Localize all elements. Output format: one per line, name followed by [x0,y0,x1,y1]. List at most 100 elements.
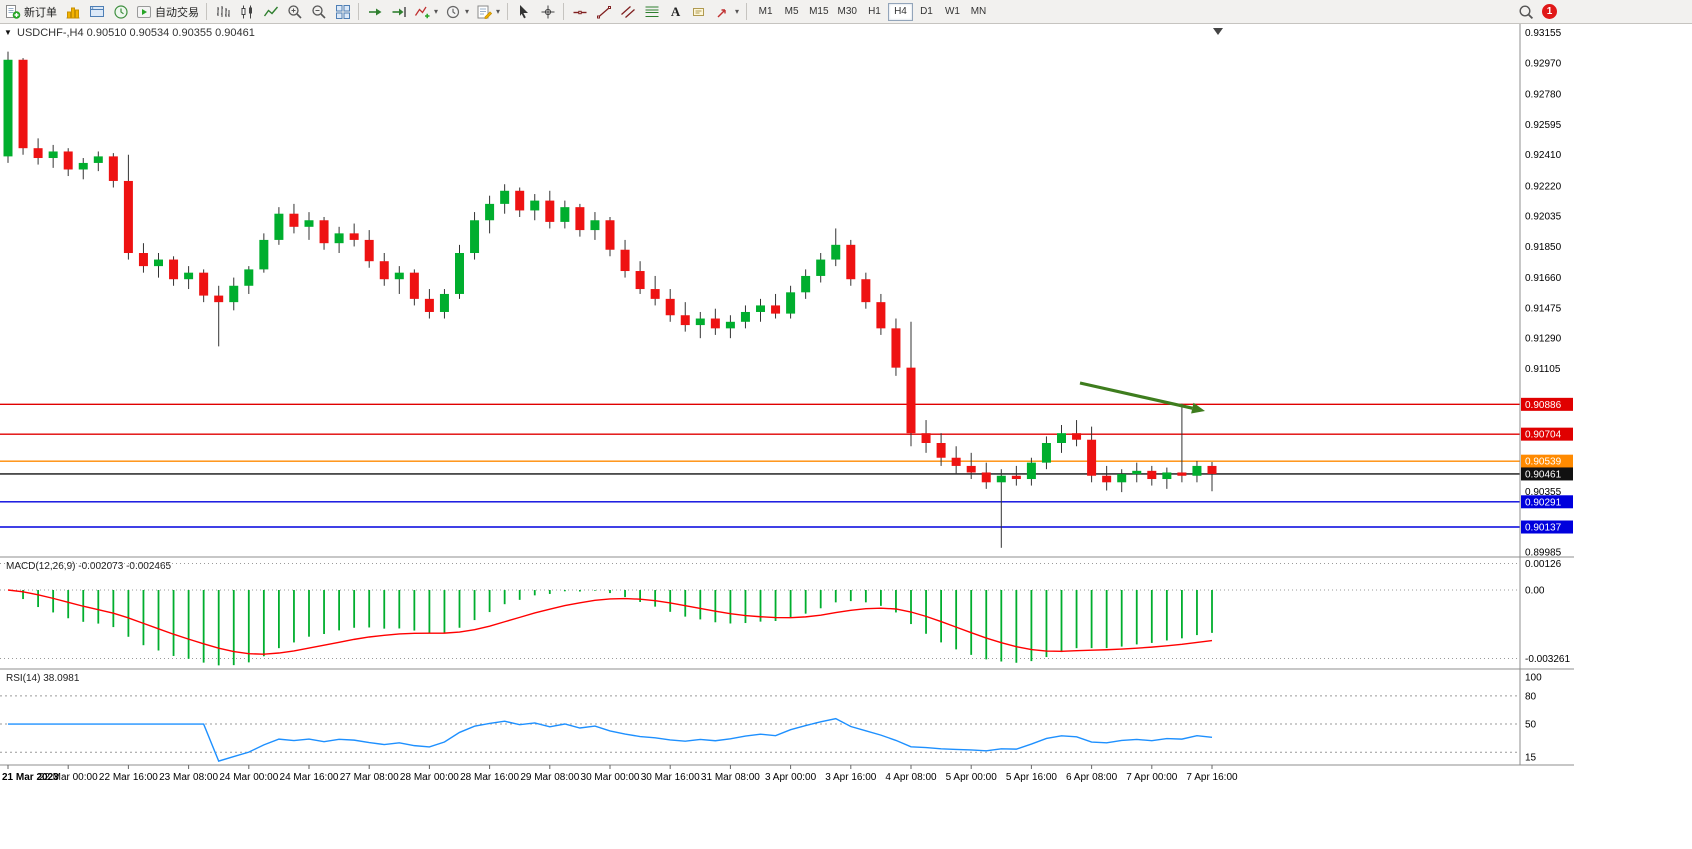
timeframe-h1-button[interactable]: H1 [862,3,887,21]
toolbar-separator [563,3,565,20]
candlestick-icon [241,5,252,18]
candle-body [786,292,796,314]
candle-body [846,244,856,280]
price-axis-label: 0.91660 [1525,273,1562,284]
chart-shift-icon [392,6,406,17]
line-chart-icon [263,6,278,16]
zoom-out-button[interactable] [307,1,330,22]
candle-body [650,289,660,299]
price-axis-label: 0.92410 [1525,150,1562,161]
time-axis-label: 22 Mar 00:00 [39,772,98,783]
market-watch-button[interactable] [109,1,132,22]
notification-badge[interactable]: 1 [1542,4,1557,19]
cursor-icon [519,4,528,18]
market-watch-icon [113,4,128,19]
label-tool-button[interactable] [688,1,711,22]
candle-body [545,200,555,222]
time-axis-label: 24 Mar 16:00 [280,772,339,783]
candle-body [169,259,179,280]
price-axis-label: 0.91105 [1525,364,1561,375]
timeframe-m30-button[interactable]: M30 [834,3,861,21]
timeframe-mn-button[interactable]: MN [966,3,991,21]
chart-shift-marker[interactable] [1213,28,1223,35]
new-chart-button[interactable] [61,1,84,22]
crosshair-icon [541,5,555,18]
autotrade-label: 自动交易 [155,6,199,19]
price-axis-label: 0.91850 [1525,242,1562,253]
timeframe-m15-button[interactable]: M15 [805,3,832,21]
candle-body [816,259,826,276]
candle-body [63,151,73,170]
candle-body [1041,442,1051,463]
candle-body [981,472,991,483]
time-axis-label: 3 Apr 00:00 [765,772,817,783]
price-axis-label: 0.90355 [1525,487,1562,498]
autotrade-button[interactable]: 自动交易 [133,1,202,22]
chart-canvas[interactable]: 0.93155 0.92970 0.92780 0.92595 0.92410 0.922… [0,24,1692,849]
timeframe-m5-button[interactable]: M5 [779,3,804,21]
chart-background [0,24,1692,849]
candlestick-chart-button[interactable] [235,1,258,22]
auto-scroll-button[interactable] [363,1,386,22]
arrows-tool-button[interactable] [712,1,742,22]
price-tag-label: 0.90704 [1525,430,1562,441]
candle-body [199,272,209,296]
time-axis-label: 23 Mar 08:00 [159,772,218,783]
search-button[interactable] [1514,1,1537,22]
trend-arrow[interactable] [1079,381,1193,410]
candle-body [605,220,615,250]
rsi-axis-label: 15 [1525,752,1537,763]
trendline-tool-button[interactable] [592,1,615,22]
candle-body [394,272,404,280]
profiles-button[interactable] [85,1,108,22]
candle-body [921,433,931,443]
macd-axis-label: 0.00 [1525,586,1545,597]
time-axis-label: 22 Mar 16:00 [99,772,158,783]
time-axis-label: 28 Mar 16:00 [460,772,519,783]
indicators-icon [414,6,430,18]
crosshair-button[interactable] [536,1,559,22]
price-tag-0.90886 [1521,397,1573,411]
text-tool-button[interactable]: A [664,1,687,22]
cursor-button[interactable] [512,1,535,22]
bar-chart-button[interactable] [211,1,234,22]
candles-layer[interactable] [3,51,1217,548]
trendline-icon [596,5,611,18]
periods-button[interactable] [442,1,472,22]
time-axis-label: 6 Apr 08:00 [1066,772,1118,783]
timeframe-w1-button[interactable]: W1 [940,3,965,21]
candle-body [1072,433,1082,440]
fibonacci-tool-button[interactable] [640,1,663,22]
price-axis-label: 0.92035 [1525,212,1562,223]
horizontal-line-tool-button[interactable] [568,1,591,22]
one-click-trading-toggle[interactable] [4,28,12,37]
price-tag-label: 0.90291 [1525,497,1562,508]
timeframe-d1-button[interactable]: D1 [914,3,939,21]
candle-body [274,213,284,240]
time-axis-label: 5 Apr 16:00 [1006,772,1058,783]
arrows-icon [717,8,726,17]
chart-shift-button[interactable] [387,1,410,22]
zoom-in-icon [287,4,302,19]
candle-body [214,295,224,303]
templates-button[interactable] [473,1,503,22]
tile-windows-button[interactable] [331,1,354,22]
chart-window: 0.93155 0.92970 0.92780 0.92595 0.92410 0.922… [0,24,1692,849]
time-axis-label: 21 Mar 2023 [2,772,59,783]
candle-body [966,465,976,473]
price-axis-label: 0.91290 [1525,334,1562,345]
line-chart-button[interactable] [259,1,282,22]
indicators-button[interactable] [411,1,441,22]
candle-body [319,220,329,244]
candle-body [485,203,495,221]
channel-tool-button[interactable] [616,1,639,22]
new-order-button[interactable]: 新订单 [2,1,60,22]
time-axis-label: 7 Apr 00:00 [1126,772,1178,783]
timeframe-h4-button[interactable]: H4 [887,2,913,21]
candle-body [78,162,88,170]
timeframe-m1-button[interactable]: M1 [753,3,778,21]
price-tag-0.90539 [1521,454,1573,468]
new-chart-icon [66,7,79,18]
candle-body [680,315,690,326]
zoom-in-button[interactable] [283,1,306,22]
